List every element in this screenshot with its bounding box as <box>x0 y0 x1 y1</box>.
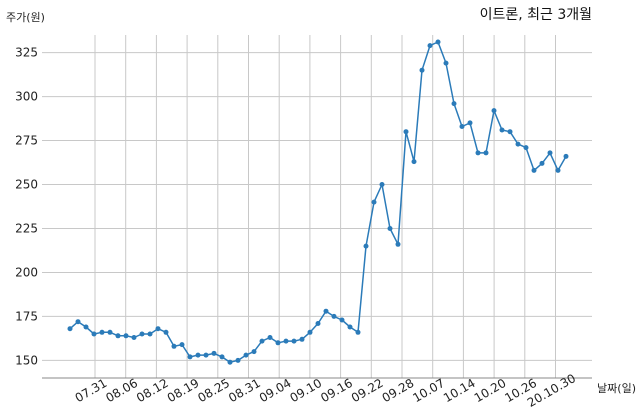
data-point <box>147 331 153 337</box>
data-point <box>179 342 185 348</box>
data-point <box>211 350 217 356</box>
x-tick-labels: 07.3108.0608.1208.1908.2508.3109.0409.10… <box>73 371 579 410</box>
x-tick-label: 10.14 <box>441 376 478 405</box>
data-point <box>435 39 441 45</box>
data-point <box>475 150 481 156</box>
data-point <box>315 321 321 326</box>
data-point <box>131 335 137 340</box>
data-point <box>75 319 81 325</box>
data-point <box>91 331 97 337</box>
y-axis-label: 주가(원) <box>6 11 45 24</box>
x-tick-label: 07.31 <box>73 376 110 405</box>
data-point <box>419 67 425 73</box>
y-tick-label: 250 <box>15 178 38 192</box>
data-point <box>283 338 289 344</box>
data-point <box>387 226 393 231</box>
y-tick-label: 150 <box>15 353 38 367</box>
x-tick-label: 08.12 <box>134 376 171 405</box>
data-point <box>299 336 305 342</box>
data-point <box>443 60 449 66</box>
data-point <box>323 308 329 314</box>
data-point <box>163 329 169 335</box>
data-point <box>203 352 209 358</box>
y-tick-label: 300 <box>15 90 38 104</box>
x-tick-label: 08.25 <box>195 376 232 405</box>
x-tick-label: 08.31 <box>226 376 263 405</box>
data-point <box>155 326 161 332</box>
y-tick-label: 275 <box>15 134 38 148</box>
x-tick-label: 09.22 <box>349 376 386 405</box>
x-tick-label: 08.06 <box>103 376 140 405</box>
y-tick-label: 325 <box>15 46 38 60</box>
data-point <box>67 326 73 332</box>
data-point <box>267 335 273 340</box>
data-point <box>483 150 489 156</box>
data-point <box>395 241 401 247</box>
data-point <box>451 101 457 107</box>
data-point <box>291 338 297 344</box>
data-point <box>139 331 145 337</box>
data-point <box>235 357 241 363</box>
grid <box>42 35 592 378</box>
x-tick-label: 09.28 <box>380 376 417 405</box>
y-tick-label: 225 <box>15 221 38 235</box>
data-point <box>347 324 353 330</box>
y-tick-label: 175 <box>15 309 38 323</box>
x-tick-label: 10.07 <box>410 376 447 405</box>
data-point <box>171 343 177 349</box>
data-point <box>371 199 377 205</box>
data-point <box>523 145 529 151</box>
data-point <box>555 167 561 173</box>
data-point <box>467 120 473 126</box>
data-point <box>219 354 225 360</box>
x-axis-label: 날짜(일) <box>597 381 636 395</box>
data-point <box>123 333 129 339</box>
data-point <box>531 167 537 173</box>
data-point <box>195 352 201 358</box>
data-point <box>379 182 385 187</box>
data-point <box>275 340 281 346</box>
data-point <box>539 160 545 166</box>
series-line <box>69 41 567 363</box>
data-point <box>515 141 521 147</box>
data-point <box>411 159 417 165</box>
data-point <box>499 127 505 133</box>
data-point <box>491 108 497 114</box>
data-point <box>563 153 569 159</box>
data-point <box>99 329 105 335</box>
data-point <box>187 354 193 360</box>
data-point <box>547 150 553 156</box>
data-point <box>115 333 121 339</box>
data-point <box>363 243 369 249</box>
data-point <box>459 124 465 129</box>
data-point <box>83 324 89 330</box>
x-tick-label: 09.10 <box>288 376 325 405</box>
y-tick-label: 200 <box>15 265 38 279</box>
data-point <box>107 329 113 335</box>
data-point <box>339 317 345 323</box>
data-point <box>403 129 409 135</box>
data-point <box>507 129 513 135</box>
x-tick-label: 10.20 <box>472 376 509 405</box>
data-point <box>355 329 361 335</box>
data-point <box>259 338 265 344</box>
data-point <box>243 352 249 358</box>
x-tick-label: 09.16 <box>318 376 355 405</box>
price-series <box>67 39 569 365</box>
data-point <box>427 43 433 49</box>
x-tick-label: 09.04 <box>257 376 294 405</box>
data-point <box>227 359 233 365</box>
data-point <box>251 349 257 355</box>
data-point <box>307 329 313 335</box>
x-tick-label: 08.19 <box>165 376 202 405</box>
data-point <box>331 313 337 319</box>
chart-title: 이트론, 최근 3개월 <box>480 7 592 23</box>
y-tick-labels: 150 175 200 225 250 275 300 325 <box>15 46 38 368</box>
